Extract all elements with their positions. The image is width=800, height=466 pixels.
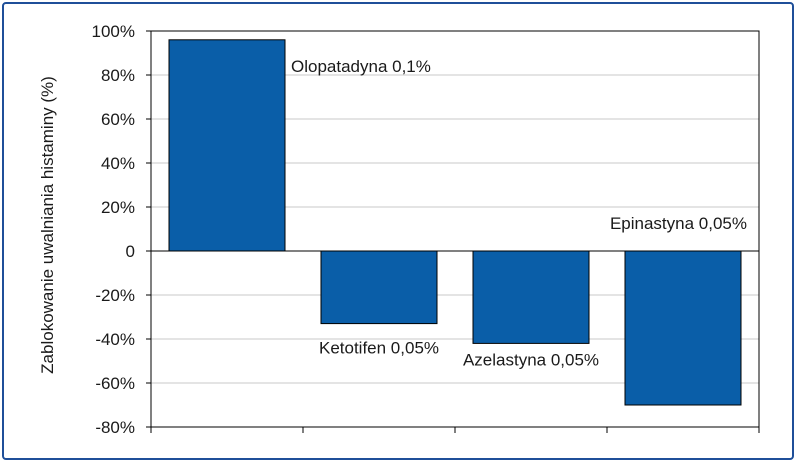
bar-data-label: Olopatadyna 0,1%: [291, 57, 431, 76]
data-labels: Olopatadyna 0,1% Ketotifen 0,05% Azelastyn…: [291, 57, 747, 370]
bar: [168, 39, 286, 252]
y-tick-label: 40%: [101, 154, 135, 173]
y-axis-title: Zablokowanie uwalniania histaminy (%): [38, 76, 57, 374]
y-tick-label: -80%: [95, 418, 135, 437]
bar-data-label: Azelastyna 0,05%: [463, 350, 599, 369]
y-tick-label: 20%: [101, 198, 135, 217]
y-tick-label: 100%: [92, 22, 135, 41]
y-tick-label: 80%: [101, 66, 135, 85]
y-tick-label: -20%: [95, 286, 135, 305]
y-tick-label: 60%: [101, 110, 135, 129]
y-tick-label: -60%: [95, 374, 135, 393]
y-tick-label: 0: [126, 242, 135, 261]
y-tick-labels: 100% 80% 60% 40% 20% 0 -20% -40% -60% -80%: [92, 22, 135, 437]
chart-frame: [2, 2, 794, 460]
bar-data-label: Epinastyna 0,05%: [610, 214, 747, 233]
bar: [624, 250, 742, 406]
bar-data-label: Ketotifen 0,05%: [319, 339, 439, 358]
y-tick-label: -40%: [95, 330, 135, 349]
bar: [320, 250, 438, 325]
axes: [146, 30, 760, 433]
bar: [472, 250, 590, 344]
